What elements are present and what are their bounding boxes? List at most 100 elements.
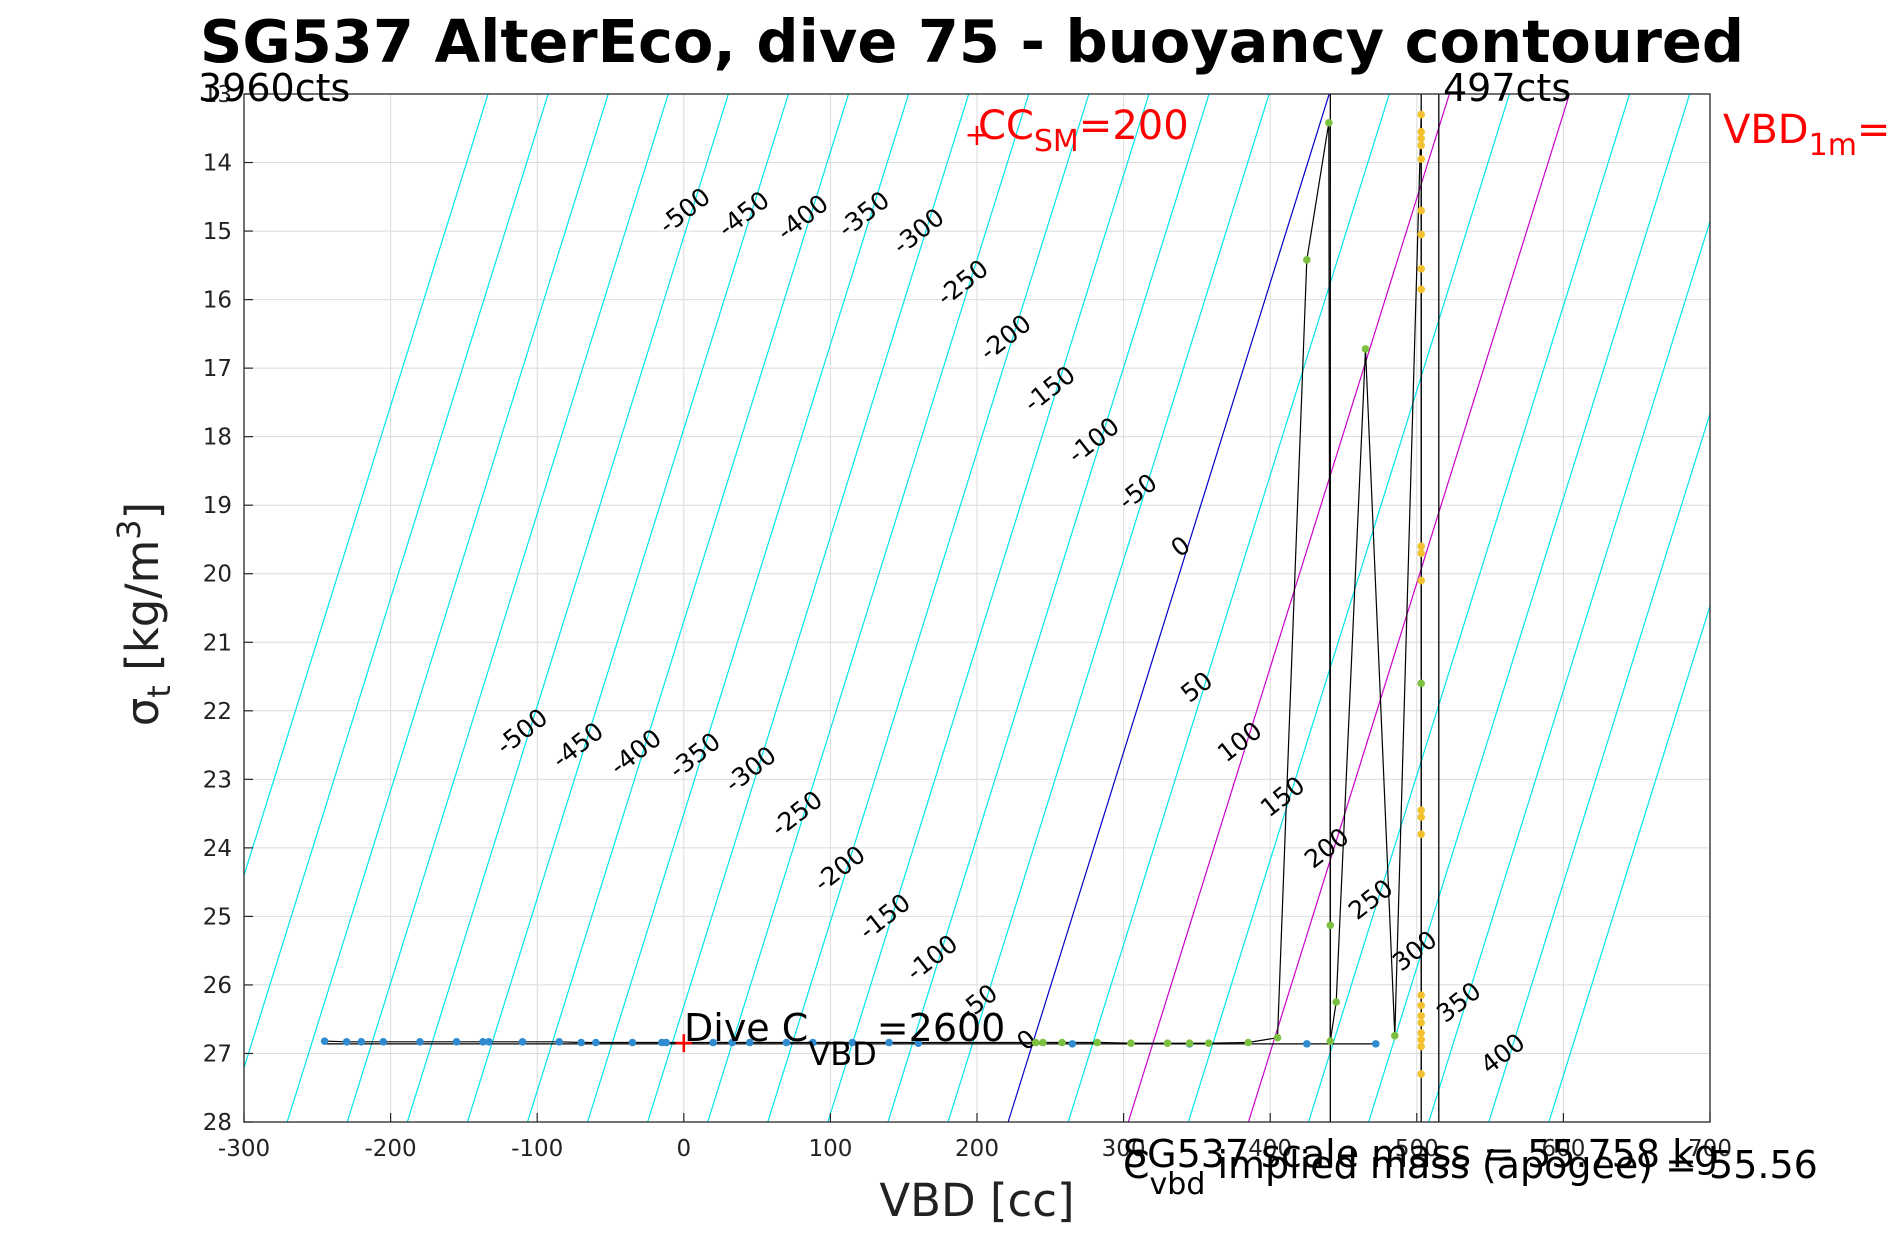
data-point-blue	[914, 1039, 923, 1047]
data-point-blue	[479, 1038, 487, 1046]
data-point-green	[1163, 1039, 1172, 1047]
data-point-yellow	[1417, 264, 1425, 273]
x-tick-label: 300	[1102, 1136, 1146, 1162]
data-point-blue	[1371, 1040, 1380, 1048]
contour-line	[947, 94, 1270, 1122]
y-axis-label-sup: 3	[110, 519, 148, 539]
cc-sm-marker: +	[964, 118, 989, 153]
y-axis-label-symbol: σ	[116, 698, 169, 727]
y-tick-label: 27	[203, 1041, 232, 1067]
x-tick-labels: -300 -200 -100 0 100 200 300 400 500 600 700	[218, 1113, 1732, 1162]
x-tick-label: 200	[955, 1136, 999, 1162]
data-point-blue	[628, 1038, 637, 1047]
y-tick-label: 22	[203, 699, 232, 725]
cvbd-suffix: implied mass (apogee) = 55.56	[1205, 1143, 1817, 1187]
y-tick-label: 17	[203, 356, 232, 382]
y-axis-label-close: ]	[116, 502, 169, 520]
x-tick-label: -300	[218, 1136, 270, 1162]
data-point-blue	[577, 1038, 585, 1047]
x-tick-label: -200	[364, 1136, 416, 1162]
data-point-yellow	[1417, 141, 1425, 150]
left-counts-label: 3960cts	[198, 66, 350, 110]
right-counts-label: 497cts	[1443, 66, 1571, 110]
data-point-blue	[782, 1038, 791, 1047]
contour-line	[526, 94, 850, 1122]
implied-mass-label: Cvbd implied mass (apogee) = 55.56	[1123, 1143, 1818, 1202]
contour-line	[1067, 94, 1390, 1122]
data-point-yellow	[1417, 134, 1425, 143]
data-point-yellow	[1417, 576, 1425, 585]
data-point-green	[1039, 1038, 1047, 1047]
data-point-yellow	[1417, 230, 1425, 239]
y-tick-label: 26	[203, 973, 232, 999]
data-point-blue	[809, 1038, 817, 1047]
cc-sm-label: CCSM=200	[978, 103, 1189, 159]
cc-sm-annotation: + CCSM=200	[964, 103, 1188, 159]
y-tick-label: 18	[203, 425, 232, 451]
y-tick-label: 16	[203, 288, 232, 314]
cvbd-prefix: C	[1123, 1143, 1150, 1187]
data-point-blue	[1303, 1040, 1311, 1048]
contour-line	[887, 94, 1210, 1122]
contour-line	[647, 94, 970, 1122]
data-point-yellow	[1417, 110, 1425, 119]
y-tick-labels: 13 14 15 16 17 18 19 20 21 22 23 24 25 26 27 28	[203, 82, 253, 1136]
contour-line	[1187, 94, 1511, 1122]
data-point-green	[1204, 1039, 1213, 1047]
data-point-blue	[320, 1037, 329, 1045]
data-point-yellow	[1417, 830, 1425, 838]
data-point-blue	[518, 1038, 527, 1046]
data-point-yellow	[1417, 549, 1425, 557]
grid-lines	[244, 94, 1710, 1122]
data-point-green	[1417, 679, 1425, 688]
contour-line	[1428, 219, 1710, 1122]
data-point-blue	[709, 1038, 717, 1047]
cc-sm-sub: SM	[1034, 124, 1079, 159]
data-point-blue	[848, 1038, 857, 1047]
data-point-yellow	[1417, 542, 1425, 551]
dive-c-prefix: Dive C	[684, 1006, 808, 1050]
cc-sm-prefix: CC	[978, 103, 1034, 149]
data-point-blue	[1068, 1040, 1077, 1048]
x-tick-label: 700	[1688, 1136, 1732, 1162]
vbd-1m-prefix: VBD	[1723, 107, 1809, 153]
contour-line	[466, 94, 790, 1122]
cc-sm-value: =200	[1079, 103, 1189, 149]
data-point-yellow	[1417, 813, 1425, 821]
contour-line	[1307, 94, 1631, 1122]
contour-line	[586, 94, 910, 1122]
x-tick-label: 600	[1541, 1136, 1585, 1162]
data-point-green	[1058, 1038, 1066, 1047]
y-tick-label: 13	[203, 82, 232, 108]
contour-line	[707, 94, 1030, 1122]
data-point-green	[1031, 1038, 1040, 1047]
data-point-green	[1303, 256, 1311, 264]
dive-c-sub: VBD	[808, 1035, 876, 1073]
data-point-green	[1273, 1033, 1282, 1042]
data-point-yellow	[1417, 806, 1425, 814]
contour-line	[1247, 94, 1571, 1122]
y-axis-label-sub: t	[140, 685, 178, 698]
scale-mass-label: SG537 scale mass = 55.758 kg	[1123, 1132, 1718, 1176]
cvbd-sub: vbd	[1150, 1167, 1206, 1202]
contour-line	[827, 94, 1150, 1122]
contour-line	[406, 94, 729, 1122]
vbd-1m-value: =	[1857, 107, 1890, 153]
data-point-green	[1332, 998, 1340, 1006]
data-point-yellow	[1417, 991, 1425, 1000]
data-point-green	[1391, 1031, 1399, 1040]
x-tick-label: 500	[1395, 1136, 1439, 1162]
data-point-yellow	[1417, 1018, 1425, 1027]
data-point-blue	[728, 1038, 736, 1047]
dive-c-vbd-label: Dive CVBD=2600	[684, 1006, 1005, 1073]
data-point-yellow	[1417, 1070, 1425, 1078]
buoyancy-contour-lines	[244, 94, 1710, 1122]
data-point-yellow	[1417, 1029, 1425, 1037]
data-point-blue	[416, 1038, 424, 1046]
y-axis-label-units: [kg/m	[116, 540, 169, 685]
dive-c-value: =2600	[877, 1006, 1006, 1050]
y-tick-label: 24	[203, 836, 232, 862]
data-points	[320, 110, 1425, 1078]
data-point-blue	[342, 1038, 351, 1046]
